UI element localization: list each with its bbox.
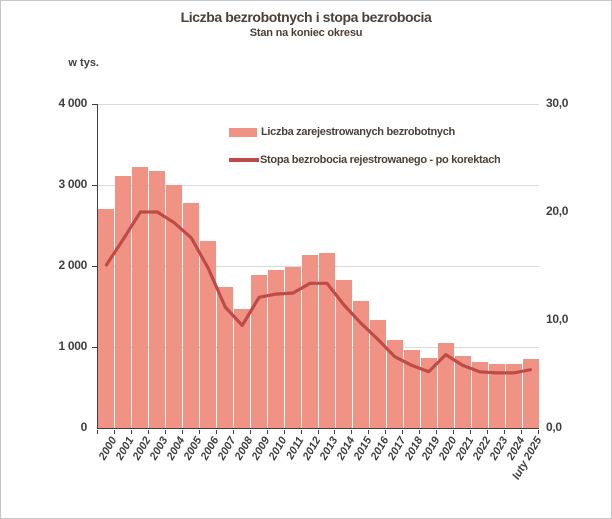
y-axis-left-label-3: 1 000 [58,339,87,353]
y-axis-tick [92,185,97,186]
x-axis-tick [436,429,438,434]
bar-2011 [285,267,301,428]
x-axis-tick [113,429,115,434]
x-axis-tick [351,429,353,434]
y-axis-left-label-1: 3 000 [58,177,87,191]
x-axis-tick [453,429,455,434]
x-axis-tick [521,429,523,434]
y-axis-left-label-2: 2 000 [58,258,87,272]
x-axis-tick [402,429,404,434]
bar-2024 [506,364,522,428]
bar-2015 [353,301,369,428]
bar-2007 [217,286,233,428]
bar-2018 [404,349,420,428]
bar-2004 [166,185,182,428]
x-axis-tick [181,429,183,434]
x-axis-tick [147,429,149,434]
legend-label-line: Stopa bezrobocia rejestrowanego - po kor… [260,154,501,166]
x-axis-tick [317,429,319,434]
bar-luty-2025 [523,359,539,428]
y-axis-right-label-2: 10,0 [546,312,569,326]
left-axis-unit-label: w tys. [68,57,99,69]
x-axis-tick [487,429,489,434]
x-axis-tick [283,429,285,434]
line-series-swatch [229,158,259,162]
legend-label-bars: Liczba zarejestrowanych bezrobotnych [261,126,455,138]
y-axis-right-label-3: 0,0 [546,420,562,434]
bar-series-swatch [229,127,257,137]
bar-2008 [234,308,250,428]
bar-2022 [472,362,488,428]
bar-2020 [438,343,454,428]
gridline-3000 [98,185,539,186]
plot-area: Liczba zarejestrowanych bezrobotnych Sto… [97,104,539,429]
bar-2006 [200,240,216,428]
x-axis-tick [130,429,132,434]
bar-2010 [268,269,284,428]
x-axis-tick [215,429,217,434]
x-axis-tick [538,429,539,434]
chart-subtitle: Stan na koniec okresu [249,27,363,39]
x-axis-tick [470,429,472,434]
line-series [104,210,533,375]
x-axis-tick [334,429,336,434]
unemployment-rate-line [104,210,533,375]
x-axis-tick [368,429,370,434]
x-axis-tick [300,429,302,434]
bar-2014 [336,280,352,428]
x-axis-tick [249,429,251,434]
legend: Liczba zarejestrowanych bezrobotnych Sto… [229,124,501,180]
bar-series [98,104,539,428]
bar-2009 [251,274,267,428]
y-axis-left-label-4: 0 [80,420,88,434]
legend-item-line: Stopa bezrobocia rejestrowanego - po kor… [229,152,501,168]
bar-2000 [98,209,114,428]
bar-2019 [421,357,437,428]
bar-2023 [489,364,505,428]
gridline-1000 [98,347,539,348]
y-axis-tick [92,104,97,105]
chart-title: Liczba bezrobotnych i stopa bezrobocia [180,9,432,25]
gridline-4000 [98,104,539,105]
bar-2013 [319,253,335,428]
bar-2017 [387,340,403,428]
x-axis-tick [164,429,166,434]
y-axis-right-label-1: 20,0 [546,204,569,218]
x-axis-tick [198,429,200,434]
x-axis-tick [266,429,268,434]
bar-2001 [115,175,131,428]
y-axis-tick [92,266,97,267]
x-axis-tick [385,429,387,434]
bar-2003 [149,170,165,428]
bar-2005 [183,203,199,428]
x-axis-tick [419,429,421,434]
legend-item-bars: Liczba zarejestrowanych bezrobotnych [229,124,500,140]
x-axis-tick [232,429,234,434]
bar-2016 [370,319,386,428]
x-axis-tick [97,429,98,434]
y-axis-tick [92,347,97,348]
gridline-2000 [98,266,539,267]
y-axis-right-label-0: 30,0 [546,96,569,110]
bar-2002 [132,167,148,428]
y-axis-left-label-0: 4 000 [58,96,87,110]
x-axis-tick [504,429,506,434]
bar-2021 [455,355,471,428]
bar-2012 [302,254,318,428]
